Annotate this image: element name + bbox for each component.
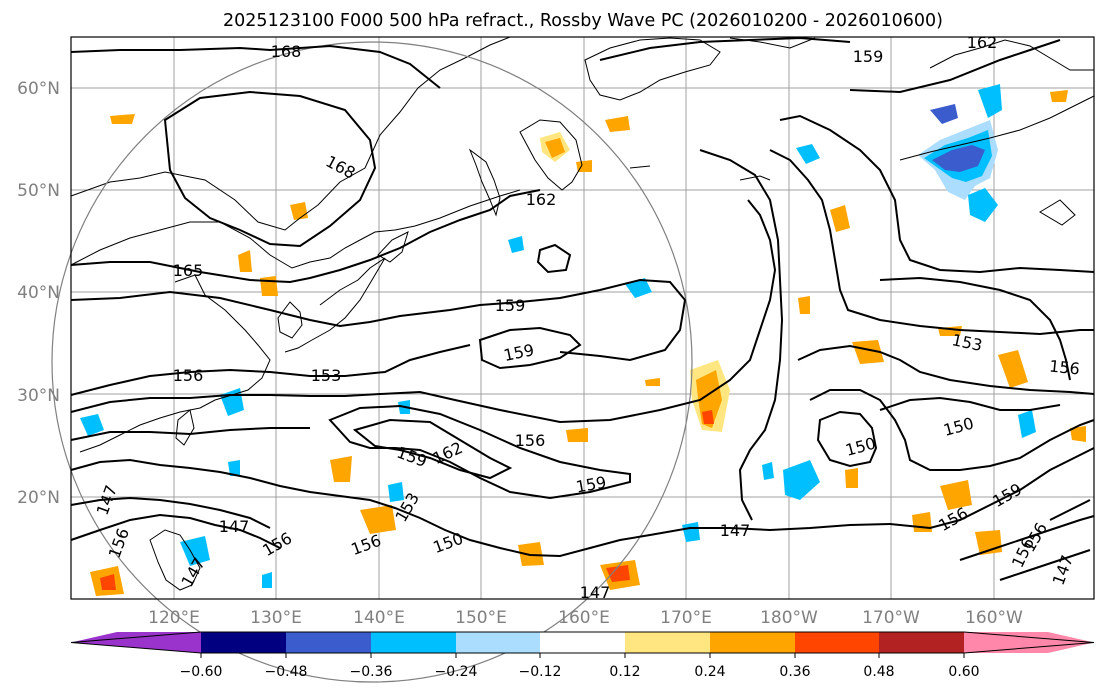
- colorbar-tick-label: −0.60: [180, 664, 223, 680]
- contour-label: 147: [720, 521, 751, 540]
- contour-label: 156: [1048, 356, 1080, 378]
- coastlines: [70, 36, 1095, 591]
- map-gridlines: [71, 37, 1094, 599]
- map-panel: 168 162 162 159 168 165 159 159 153 156 …: [51, 33, 1095, 683]
- lon-tick-label: 140°E: [353, 608, 405, 628]
- figure-title: 2025123100 F000 500 hPa refract., Rossby…: [223, 11, 943, 31]
- colorbar-tick-label: 0.12: [609, 664, 640, 680]
- refractivity-contours: [70, 36, 1095, 581]
- colorbar-segment: [456, 632, 540, 653]
- colorbar-tick-label: 0.48: [863, 664, 894, 680]
- colorbar-segment: [540, 632, 625, 653]
- lat-tick-label: 20°N: [17, 488, 60, 508]
- contour-label: 153: [311, 366, 342, 385]
- contour-label: 159: [495, 296, 526, 315]
- contour-label: 168: [271, 42, 302, 61]
- colorbar-tick-label: −0.48: [265, 664, 308, 680]
- contour-label: 162: [967, 33, 998, 52]
- colorbar-extend-high: [964, 632, 1094, 653]
- contour-label: 147: [580, 583, 611, 602]
- colorbar-segment: [795, 632, 879, 653]
- colorbar-segment: [710, 632, 795, 653]
- lat-axis-labels: 20°N 30°N 40°N 50°N 60°N: [17, 79, 60, 508]
- map-background: [71, 37, 1094, 599]
- lon-axis-labels: 120°E 130°E 140°E 150°E 160°E 170°E 180°…: [148, 608, 1023, 628]
- map-frame: [70, 36, 1095, 600]
- colorbar-tick-label: 0.60: [948, 664, 979, 680]
- colorbar-segment: [625, 632, 710, 653]
- contour-label: 165: [173, 261, 204, 280]
- colorbar-tick-label: −0.12: [519, 664, 562, 680]
- contour-label: 156: [515, 431, 546, 450]
- lon-tick-label: 150°E: [455, 608, 507, 628]
- projection-boundary: [51, 41, 693, 683]
- colorbar-segment: [201, 632, 286, 653]
- contour-label: 156: [173, 366, 204, 385]
- colorbar: −0.60 −0.48 −0.36 −0.24 −0.12 0.12 0.24 …: [70, 631, 1095, 680]
- colorbar-tick-label: −0.24: [435, 664, 478, 680]
- lon-tick-label: 130°E: [250, 608, 302, 628]
- lon-tick-label: 170°E: [660, 608, 712, 628]
- lon-tick-label: 180°W: [760, 608, 818, 628]
- contour-label: 159: [853, 47, 884, 66]
- colorbar-segment: [371, 632, 456, 653]
- anomaly-shading: [80, 84, 1086, 596]
- contour-label: 162: [526, 190, 557, 209]
- colorbar-tick-label: 0.36: [779, 664, 810, 680]
- lon-tick-label: 120°E: [148, 608, 200, 628]
- lon-tick-label: 160°E: [558, 608, 610, 628]
- contour-label: 147: [219, 517, 250, 536]
- colorbar-extend-low: [71, 632, 201, 653]
- colorbar-tick-label: 0.24: [694, 664, 725, 680]
- colorbar-tick-label: −0.36: [350, 664, 393, 680]
- lat-tick-label: 50°N: [17, 181, 60, 201]
- lat-tick-label: 60°N: [17, 79, 60, 99]
- lat-tick-label: 30°N: [17, 386, 60, 406]
- lon-tick-label: 170°W: [862, 608, 920, 628]
- colorbar-segment: [879, 632, 964, 653]
- lat-tick-label: 40°N: [17, 283, 60, 303]
- colorbar-ticks: [200, 653, 965, 658]
- colorbar-segment: [286, 632, 371, 653]
- lon-tick-label: 160°W: [965, 608, 1023, 628]
